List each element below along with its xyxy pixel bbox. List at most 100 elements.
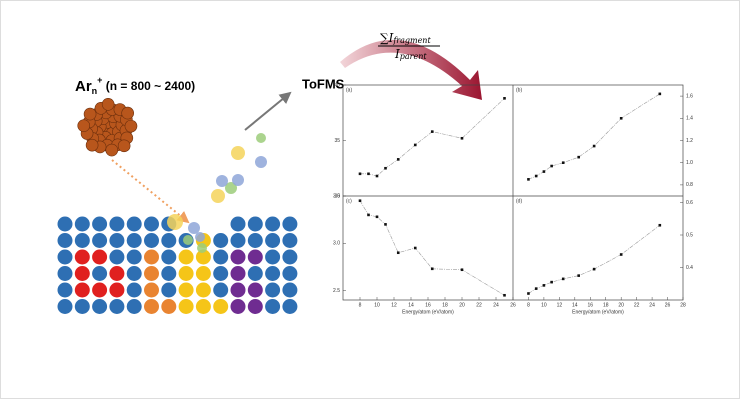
lattice (57, 133, 298, 314)
atom (265, 299, 281, 314)
atom (247, 282, 263, 298)
orange-arrow (111, 159, 190, 224)
ejected-particle (225, 182, 237, 194)
atom (74, 216, 90, 232)
point (561, 161, 565, 164)
atom (265, 216, 281, 232)
cluster-atom (121, 106, 134, 120)
point (384, 223, 387, 226)
atom (230, 282, 246, 298)
x-tick-label: 22 (634, 302, 640, 308)
cluster-atom (105, 143, 119, 157)
atom (195, 266, 211, 281)
x-tick-label: 10 (541, 302, 547, 308)
atom (109, 249, 125, 265)
panel-label: (b) (516, 87, 522, 93)
gray-arrow (244, 91, 292, 131)
atom (126, 249, 142, 265)
atom (126, 266, 142, 281)
y-tick-label: 0.8 (686, 182, 693, 188)
atom (247, 249, 263, 265)
atom (195, 299, 211, 314)
point (658, 223, 662, 227)
atom (178, 299, 194, 314)
ejected-particle (216, 175, 228, 187)
panel-label: (c) (346, 198, 352, 204)
x-tick-label: 20 (459, 302, 465, 308)
atom (92, 233, 108, 248)
point (460, 136, 464, 140)
cluster-atom (83, 107, 97, 121)
atom (74, 233, 90, 248)
atom (144, 299, 159, 314)
atom (213, 233, 229, 248)
x-tick-label: 20 (618, 302, 624, 308)
atom (57, 233, 73, 248)
den: I (394, 47, 400, 61)
point (358, 199, 362, 203)
atom (161, 266, 177, 281)
atom (265, 266, 281, 281)
formula-denominator: Iparent (394, 47, 427, 62)
point (413, 246, 417, 250)
y-tick-label: 35 (334, 138, 340, 144)
atom (109, 216, 125, 232)
atom (144, 266, 159, 281)
point (542, 284, 546, 287)
atom (282, 282, 298, 298)
atom (126, 299, 142, 314)
x-tick-label: 16 (587, 302, 593, 308)
cluster-label: Arn+ (n = 800 ~ 2400) (75, 75, 195, 96)
atom (57, 216, 73, 232)
y-tick-label: 0.6 (686, 200, 693, 206)
atom (247, 216, 263, 232)
x-axis-title: Energy/atom (eV/atom) (402, 309, 454, 315)
point (550, 164, 553, 168)
point (527, 178, 530, 181)
label-sup: + (97, 75, 102, 85)
point (413, 143, 417, 147)
label-sub: n (92, 86, 98, 96)
point (396, 158, 400, 161)
atom (247, 233, 263, 248)
y-tick-label: 1.0 (686, 160, 693, 166)
ejected-particle (232, 174, 244, 186)
atom (92, 299, 108, 314)
cluster-atom (124, 119, 138, 133)
cluster-atom (101, 97, 115, 111)
ejected-particle (167, 214, 183, 230)
atom (265, 249, 281, 265)
y-tick-label: 1.6 (686, 93, 693, 99)
atom (230, 233, 246, 248)
ejected-particle (197, 243, 207, 253)
atom (230, 299, 246, 314)
atom (265, 282, 281, 298)
atom (57, 266, 73, 281)
atom (161, 299, 177, 314)
point (503, 97, 506, 100)
num-sub: fragment (392, 36, 431, 45)
x-tick-label: 8 (359, 302, 362, 308)
x-tick-label: 12 (557, 302, 563, 308)
atom (282, 216, 298, 232)
point (534, 287, 538, 290)
ejected-particle (188, 222, 200, 234)
atom (57, 249, 73, 265)
atom (213, 282, 229, 298)
x-tick-label: 8 (527, 302, 530, 308)
ejected-particle (256, 133, 266, 143)
atom (161, 249, 177, 265)
atom (74, 299, 90, 314)
atom (282, 299, 298, 314)
x-tick-label: 14 (572, 302, 578, 308)
atom (247, 299, 263, 314)
atom (282, 249, 298, 265)
cluster (77, 97, 138, 157)
y-tick-label: 1.4 (686, 116, 693, 122)
tofms-label: ToFMS (302, 76, 345, 91)
atom (282, 266, 298, 281)
point (367, 213, 370, 217)
atom (178, 282, 194, 298)
